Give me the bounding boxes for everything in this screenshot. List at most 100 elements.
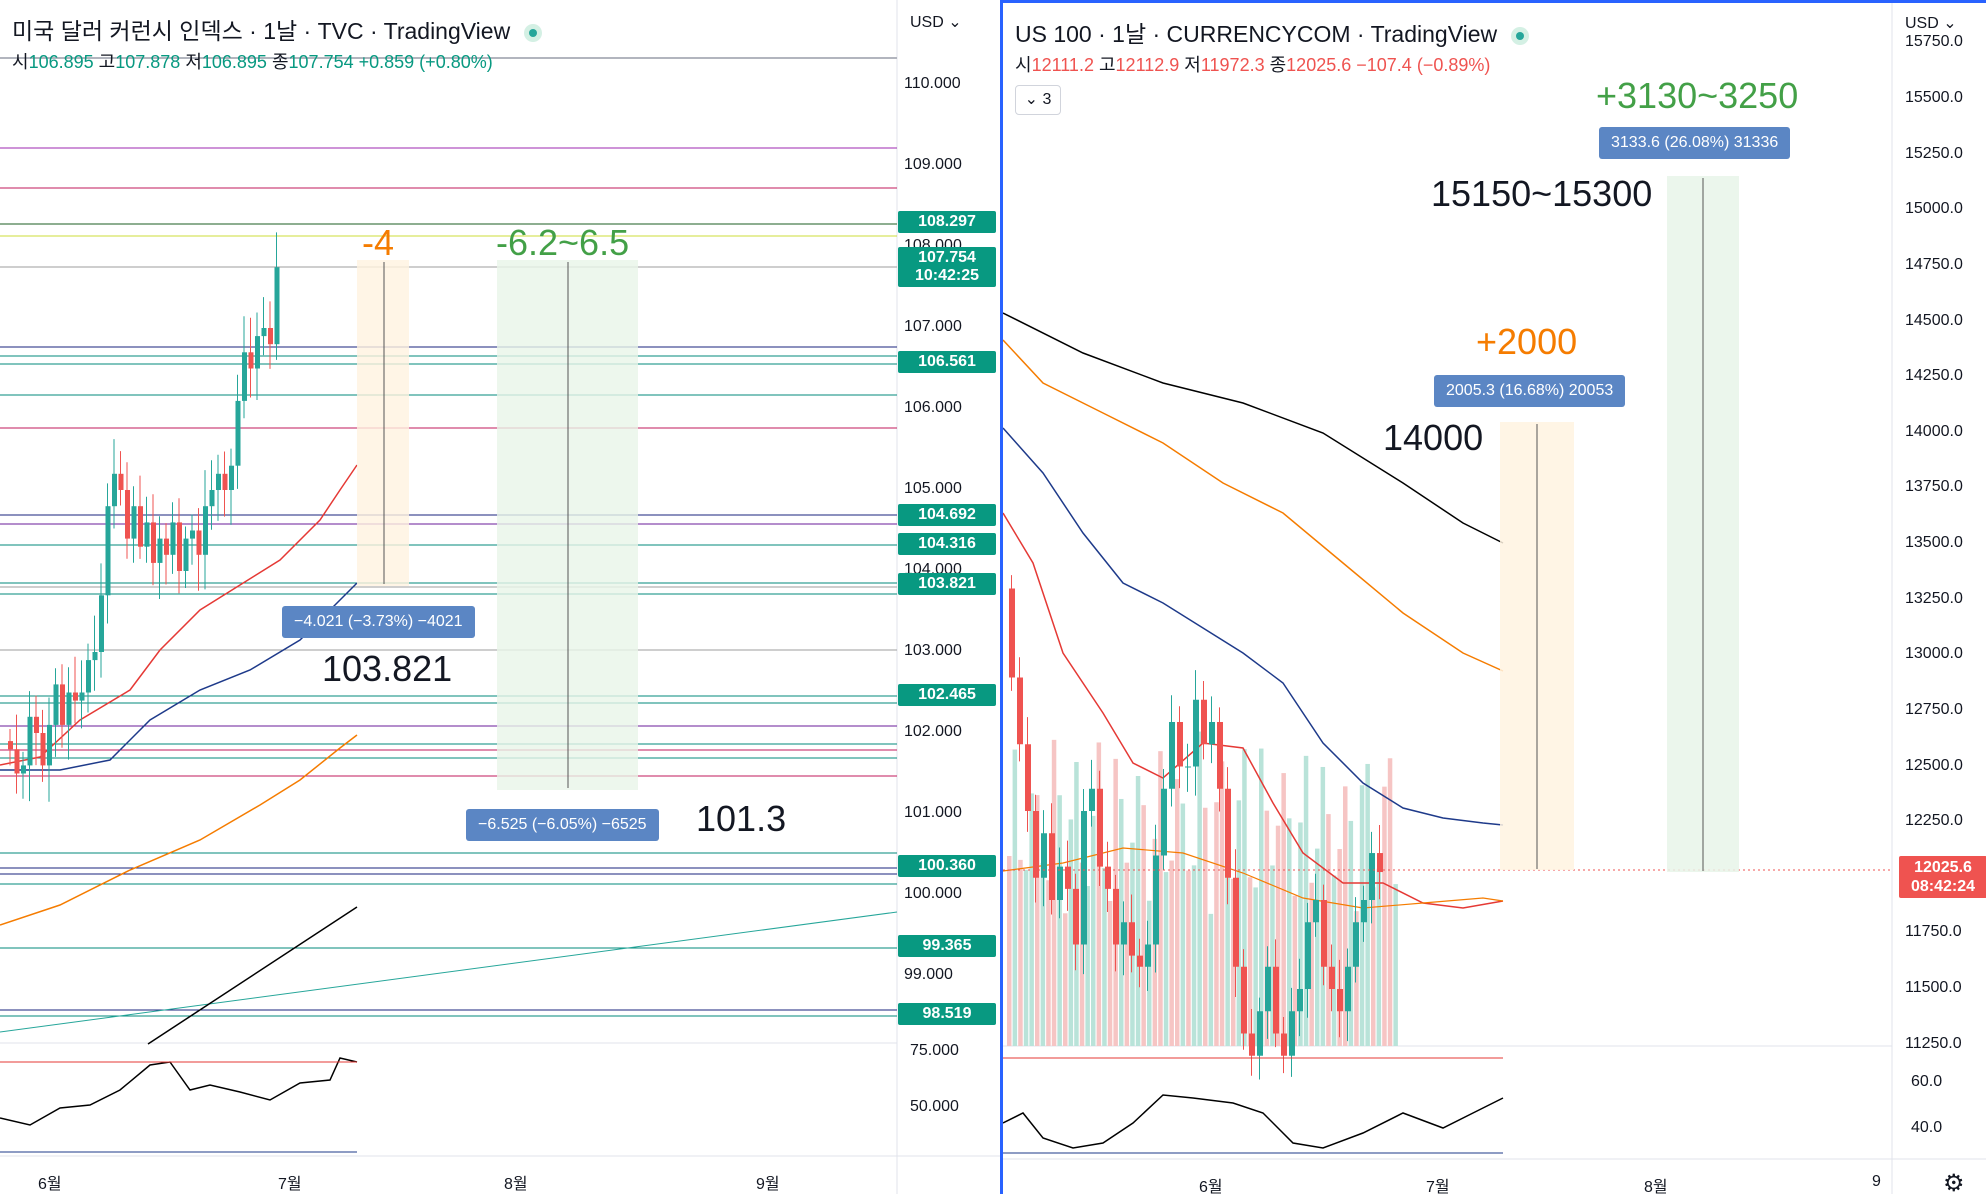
market-open-icon [524,23,543,42]
candle-body [99,595,104,652]
candle-body [1281,1033,1287,1056]
price-level-tag[interactable]: 104.316 [898,533,996,555]
candle-body [131,506,137,539]
volume-bar [1348,820,1354,1046]
close-label: 종 [271,52,289,72]
dxy-target-range: -6.2~6.5 [496,222,630,263]
price-axis-tick: 14000.0 [1905,422,1963,440]
volume-bar [1331,875,1337,1046]
volume-bar [1197,731,1202,1046]
volume-bar [1102,867,1107,1046]
dxy-title-text: 미국 달러 커런시 인덱스 · 1날 · TVC · TradingView [12,18,511,44]
price-axis-tick: 15250.0 [1905,144,1963,162]
candle-body [1329,966,1335,989]
candle-body [1025,744,1031,811]
us100-level-15150: 15150~15300 [1431,173,1653,214]
candle-body [1137,955,1143,967]
price-level-tag[interactable]: 102.465 [898,684,996,706]
us100-level-14000: 14000 [1383,417,1484,458]
volume-bar [1365,763,1370,1046]
price-level-tag[interactable]: 99.365 [898,935,996,957]
close-value: 12025.6 [1286,55,1352,75]
candle-body [268,328,273,345]
indicators-collapse-button[interactable]: ⌄ 3 [1015,85,1061,115]
dxy-currency-selector[interactable]: USD ⌄ [910,12,962,32]
candle-body [1345,966,1351,1012]
volume-bar [1091,815,1096,1046]
volume-bar [1343,786,1348,1046]
candle-body [1009,588,1015,678]
volume-bar [1007,856,1012,1046]
volume-bar [1214,802,1219,1046]
volume-bar [1281,773,1286,1046]
oscillator-line [1003,1094,1504,1149]
us100-measure-box-2[interactable]: 3133.6 (26.08%) 31336 [1599,127,1791,159]
volume-bar [1029,793,1034,1046]
oscillator-line [0,1057,358,1126]
volume-bar [1303,755,1309,1046]
volume-bar [1208,913,1214,1046]
candle-body [1073,888,1079,945]
candle-body [125,490,130,539]
candle-body [1057,866,1063,900]
candle-body [53,684,59,725]
dxy-chart-pane[interactable]: 미국 달러 커런시 인덱스 · 1날 · TVC · TradingView 시… [0,0,1000,1194]
candle-body [157,538,163,563]
dxy-chart-title: 미국 달러 커런시 인덱스 · 1날 · TVC · TradingView [12,12,543,46]
dxy-chart-canvas[interactable] [0,0,1000,1194]
candle-body [242,352,247,401]
volume-bar [1135,776,1141,1046]
price-level-tag[interactable]: 108.297 [898,211,996,233]
volume-bar [1191,865,1197,1046]
candle-body [73,692,78,701]
candle-body [177,522,182,571]
dxy-measure-box-2[interactable]: −6.525 (−6.05%) −6525 [466,809,659,841]
oscillator-axis-tick: 60.0 [1911,1073,1943,1090]
volume-bar [1287,818,1292,1046]
price-level-tag[interactable]: 106.561 [898,351,996,373]
us100-currency-selector[interactable]: USD ⌄ [1905,13,1957,33]
price-level-tag[interactable]: 104.692 [898,504,996,526]
us100-target-plus2000: +2000 [1476,321,1578,362]
us100-chart-title: US 100 · 1날 · CURRENCYCOM · TradingView [1015,15,1530,49]
us100-measure-box-1[interactable]: 2005.3 (16.68%) 20053 [1434,375,1626,407]
price-level-tag[interactable]: 100.360 [898,855,996,877]
candle-body [27,716,33,766]
time-axis-tick: 9월 [756,1176,780,1193]
candle-body [1209,722,1215,745]
volume-bar [1259,748,1264,1046]
volume-bar [1063,913,1068,1046]
indicators-count: 3 [1042,91,1052,108]
volume-bar [1225,875,1230,1046]
price-axis-tick: 13500.0 [1905,534,1963,551]
candle-body [1113,888,1119,945]
last-price-tag[interactable]: 12025.6 08:42:24 [1899,856,1986,898]
candle-body [138,506,143,547]
settings-gear-icon[interactable]: ⚙ [1943,1170,1965,1194]
dxy-measure-box-1[interactable]: −4.021 (−3.73%) −4021 [282,606,475,638]
price-level-tag[interactable]: 107.754 10:42:25 [898,247,996,287]
price-level-tag[interactable]: 103.821 [898,573,996,595]
price-level-tag[interactable]: 98.519 [898,1003,996,1025]
measure-rect-orange [357,260,409,586]
candle-body [1233,877,1239,967]
open-value: 12111.2 [1031,55,1094,75]
volume-bar [1298,822,1303,1046]
volume-bar [1326,814,1331,1046]
price-axis-tick: 13250.0 [1905,589,1963,607]
price-axis-tick: 105.000 [904,480,962,497]
volume-bar [1085,886,1090,1046]
volume-bar [1354,911,1359,1046]
us100-chart-pane[interactable]: US 100 · 1날 · CURRENCYCOM · TradingView … [1000,0,1986,1194]
candle-body [1153,855,1159,945]
open-label: 시 [1015,55,1032,75]
price-axis-tick: 11250.0 [1905,1034,1962,1052]
sma-50-line [1003,427,1504,826]
us100-chart-canvas[interactable] [1003,3,1986,1194]
price-axis-tick: 107.000 [904,318,962,335]
candle-body [1121,922,1127,945]
candle-body [1185,766,1191,768]
volume-bar [1253,887,1258,1046]
candle-body [1161,788,1167,856]
price-axis-tick: 103.000 [904,642,962,659]
